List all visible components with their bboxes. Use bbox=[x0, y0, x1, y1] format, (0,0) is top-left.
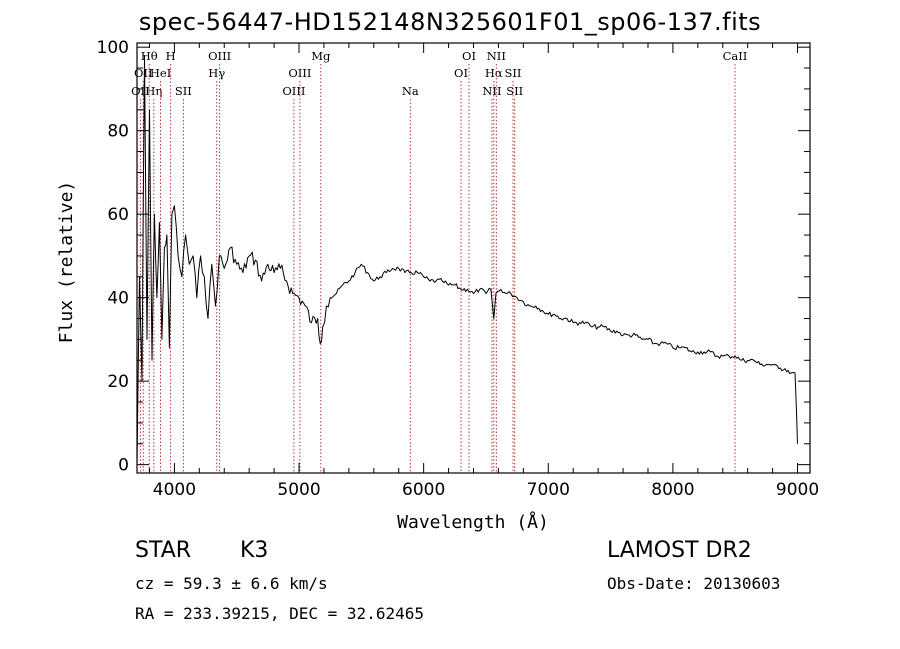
axes: 4000 5000 6000 7000 8000 9000 0 20 40 60 80 100 bbox=[97, 38, 820, 500]
line-marker-label: H bbox=[166, 49, 176, 63]
y-tick-label: 80 bbox=[107, 122, 129, 142]
line-marker-label: NII bbox=[482, 84, 501, 98]
line-marker-label: OIII bbox=[288, 66, 311, 80]
x-tick-label: 5000 bbox=[277, 480, 320, 500]
spectrum-series bbox=[136, 55, 798, 465]
y-tick-label: 20 bbox=[107, 372, 129, 392]
x-tick-label: 4000 bbox=[153, 480, 196, 500]
line-marker-label: OII bbox=[134, 66, 153, 80]
line-marker-label: SII bbox=[505, 66, 522, 80]
line-marker-label: Mg bbox=[311, 49, 331, 63]
line-marker-label: Hγ bbox=[208, 66, 225, 80]
line-marker-label: SII bbox=[506, 84, 523, 98]
survey-label: LAMOST DR2 bbox=[607, 538, 752, 563]
y-tick-label: 100 bbox=[97, 38, 129, 58]
object-subclass: K3 bbox=[240, 538, 269, 563]
line-marker-label: NII bbox=[487, 49, 506, 63]
object-class: STAR bbox=[135, 538, 192, 563]
line-marker-label: Hα bbox=[485, 66, 503, 80]
line-marker-label: CaII bbox=[723, 49, 748, 63]
line-marker-label: Hθ bbox=[141, 49, 158, 63]
line-marker-label: SII bbox=[175, 84, 192, 98]
x-tick-label: 8000 bbox=[651, 480, 694, 500]
plot-frame bbox=[136, 42, 811, 474]
y-tick-label: 0 bbox=[118, 456, 129, 476]
y-tick-label: 60 bbox=[107, 205, 129, 225]
line-marker-label: OIII bbox=[282, 84, 305, 98]
spectrum-line bbox=[136, 55, 798, 465]
line-marker-label: Hη bbox=[145, 84, 162, 98]
x-axis-label: Wavelength (Å) bbox=[397, 511, 549, 533]
coordinates-text: RA = 233.39215, DEC = 32.62465 bbox=[135, 604, 424, 623]
line-marker-label: OI bbox=[454, 66, 468, 80]
chart-title: spec-56447-HD152148N325601F01_sp06-137.f… bbox=[138, 8, 762, 36]
x-tick-label: 6000 bbox=[402, 480, 445, 500]
x-tick-label: 9000 bbox=[776, 480, 819, 500]
y-axis-label: Flux (relative) bbox=[56, 181, 77, 344]
line-marker-label: HeI bbox=[150, 66, 171, 80]
x-tick-label: 7000 bbox=[527, 480, 570, 500]
y-tick-label: 40 bbox=[107, 289, 129, 309]
emission-line-markers: OIIOIIHθHηHeIHSIIHγOIIIOIIIOIIIMgNaOIOIN… bbox=[131, 49, 747, 473]
obs-date-text: Obs-Date: 20130603 bbox=[607, 574, 781, 593]
line-marker-label: OI bbox=[462, 49, 476, 63]
redshift-text: cz = 59.3 ± 6.6 km/s bbox=[135, 574, 328, 593]
line-marker-label: Na bbox=[402, 84, 419, 98]
line-marker-label: OIII bbox=[208, 49, 231, 63]
